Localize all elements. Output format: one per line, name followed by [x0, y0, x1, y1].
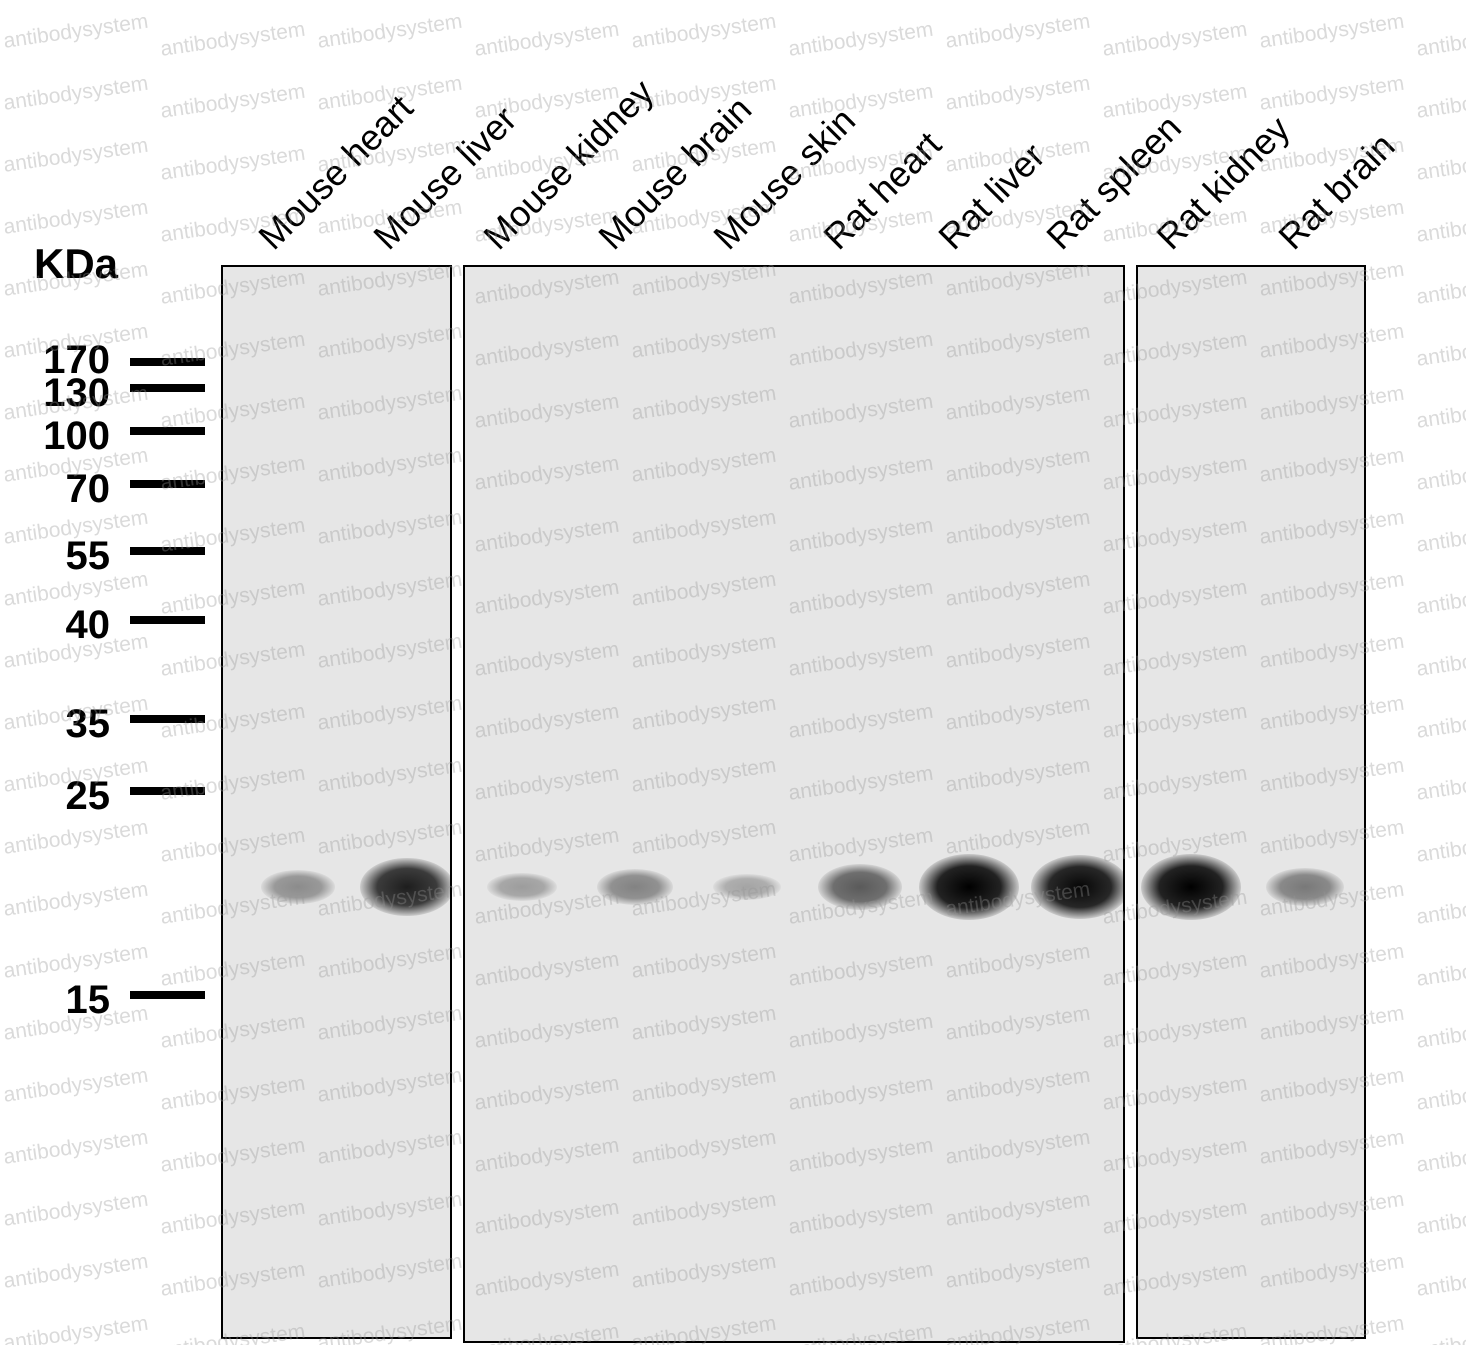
marker-label-100: 100	[43, 414, 110, 458]
protein-band	[713, 874, 781, 900]
watermark-text: antibodysystem	[159, 17, 307, 61]
watermark-text: antibodysystem	[1415, 389, 1466, 433]
watermark-text: antibodysystem	[159, 79, 307, 123]
protein-band	[1141, 854, 1241, 920]
watermark-text: antibodysystem	[2, 1311, 150, 1345]
watermark-text: antibodysystem	[1415, 141, 1466, 185]
watermark-text: antibodysystem	[2, 1063, 150, 1107]
watermark-text: antibodysystem	[1258, 9, 1406, 53]
watermark-text: antibodysystem	[1415, 637, 1466, 681]
marker-label-35: 35	[65, 702, 111, 746]
marker-tick-15	[130, 991, 205, 999]
watermark-text: antibodysystem	[1415, 17, 1466, 61]
marker-label-25: 25	[65, 774, 111, 818]
watermark-text: antibodysystem	[2, 815, 150, 859]
watermark-text: antibodysystem	[1415, 575, 1466, 619]
watermark-text: antibodysystem	[2, 1249, 150, 1293]
watermark-text: antibodysystem	[1415, 451, 1466, 495]
marker-tick-40	[130, 616, 205, 624]
marker-tick-55	[130, 547, 205, 555]
watermark-text: antibodysystem	[2, 71, 150, 115]
watermark-text: antibodysystem	[944, 9, 1092, 53]
marker-label-15: 15	[65, 978, 111, 1022]
watermark-text: antibodysystem	[1415, 1195, 1466, 1239]
marker-tick-35	[130, 715, 205, 723]
watermark-text: antibodysystem	[1415, 699, 1466, 743]
unit-label: KDa	[34, 240, 119, 287]
marker-label-40: 40	[65, 603, 111, 647]
watermark-text: antibodysystem	[1415, 203, 1466, 247]
watermark-text: antibodysystem	[787, 79, 935, 123]
watermark-text: antibodysystem	[1415, 265, 1466, 309]
protein-band	[487, 872, 557, 902]
watermark-text: antibodysystem	[1415, 79, 1466, 123]
protein-band	[1031, 855, 1123, 919]
watermark-text: antibodysystem	[1415, 761, 1466, 805]
watermark-text: antibodysystem	[1415, 1257, 1466, 1301]
watermark-text: antibodysystem	[316, 9, 464, 53]
marker-label-70: 70	[65, 467, 111, 511]
marker-tick-25	[130, 787, 205, 795]
protein-band	[597, 869, 673, 905]
watermark-text: antibodysystem	[2, 1125, 150, 1169]
watermark-text: antibodysystem	[2, 9, 150, 53]
blot-panel-1	[221, 265, 452, 1339]
watermark-text: antibodysystem	[1415, 1009, 1466, 1053]
watermark-text: antibodysystem	[2, 195, 150, 239]
blot-panel-3	[1136, 265, 1366, 1339]
watermark-text: antibodysystem	[1415, 885, 1466, 929]
watermark-text: antibodysystem	[1415, 327, 1466, 371]
watermark-text: antibodysystem	[1415, 1071, 1466, 1115]
watermark-text: antibodysystem	[1101, 79, 1249, 123]
watermark-text: antibodysystem	[473, 17, 621, 61]
watermark-text: antibodysystem	[1415, 823, 1466, 867]
watermark-text: antibodysystem	[1101, 17, 1249, 61]
watermark-text: antibodysystem	[1415, 1319, 1466, 1345]
marker-tick-170	[130, 358, 205, 366]
marker-label-130: 130	[43, 371, 110, 415]
watermark-text: antibodysystem	[787, 17, 935, 61]
protein-band	[919, 854, 1019, 920]
watermark-text: antibodysystem	[159, 141, 307, 185]
protein-band	[360, 857, 450, 917]
watermark-text: antibodysystem	[630, 9, 778, 53]
protein-band	[261, 870, 335, 904]
marker-tick-70	[130, 480, 205, 488]
protein-band	[818, 864, 902, 910]
watermark-text: antibodysystem	[1258, 71, 1406, 115]
blot-panel-2	[463, 265, 1125, 1343]
watermark-text: antibodysystem	[944, 71, 1092, 115]
watermark-text: antibodysystem	[2, 133, 150, 177]
watermark-text: antibodysystem	[1415, 513, 1466, 557]
marker-label-55: 55	[65, 534, 111, 578]
protein-band	[1266, 867, 1344, 907]
marker-label-170: 170	[43, 338, 110, 382]
watermark-text: antibodysystem	[1415, 1133, 1466, 1177]
marker-tick-130	[130, 384, 205, 392]
watermark-text: antibodysystem	[2, 877, 150, 921]
watermark-text: antibodysystem	[1415, 947, 1466, 991]
marker-tick-100	[130, 427, 205, 435]
watermark-text: antibodysystem	[2, 1187, 150, 1231]
